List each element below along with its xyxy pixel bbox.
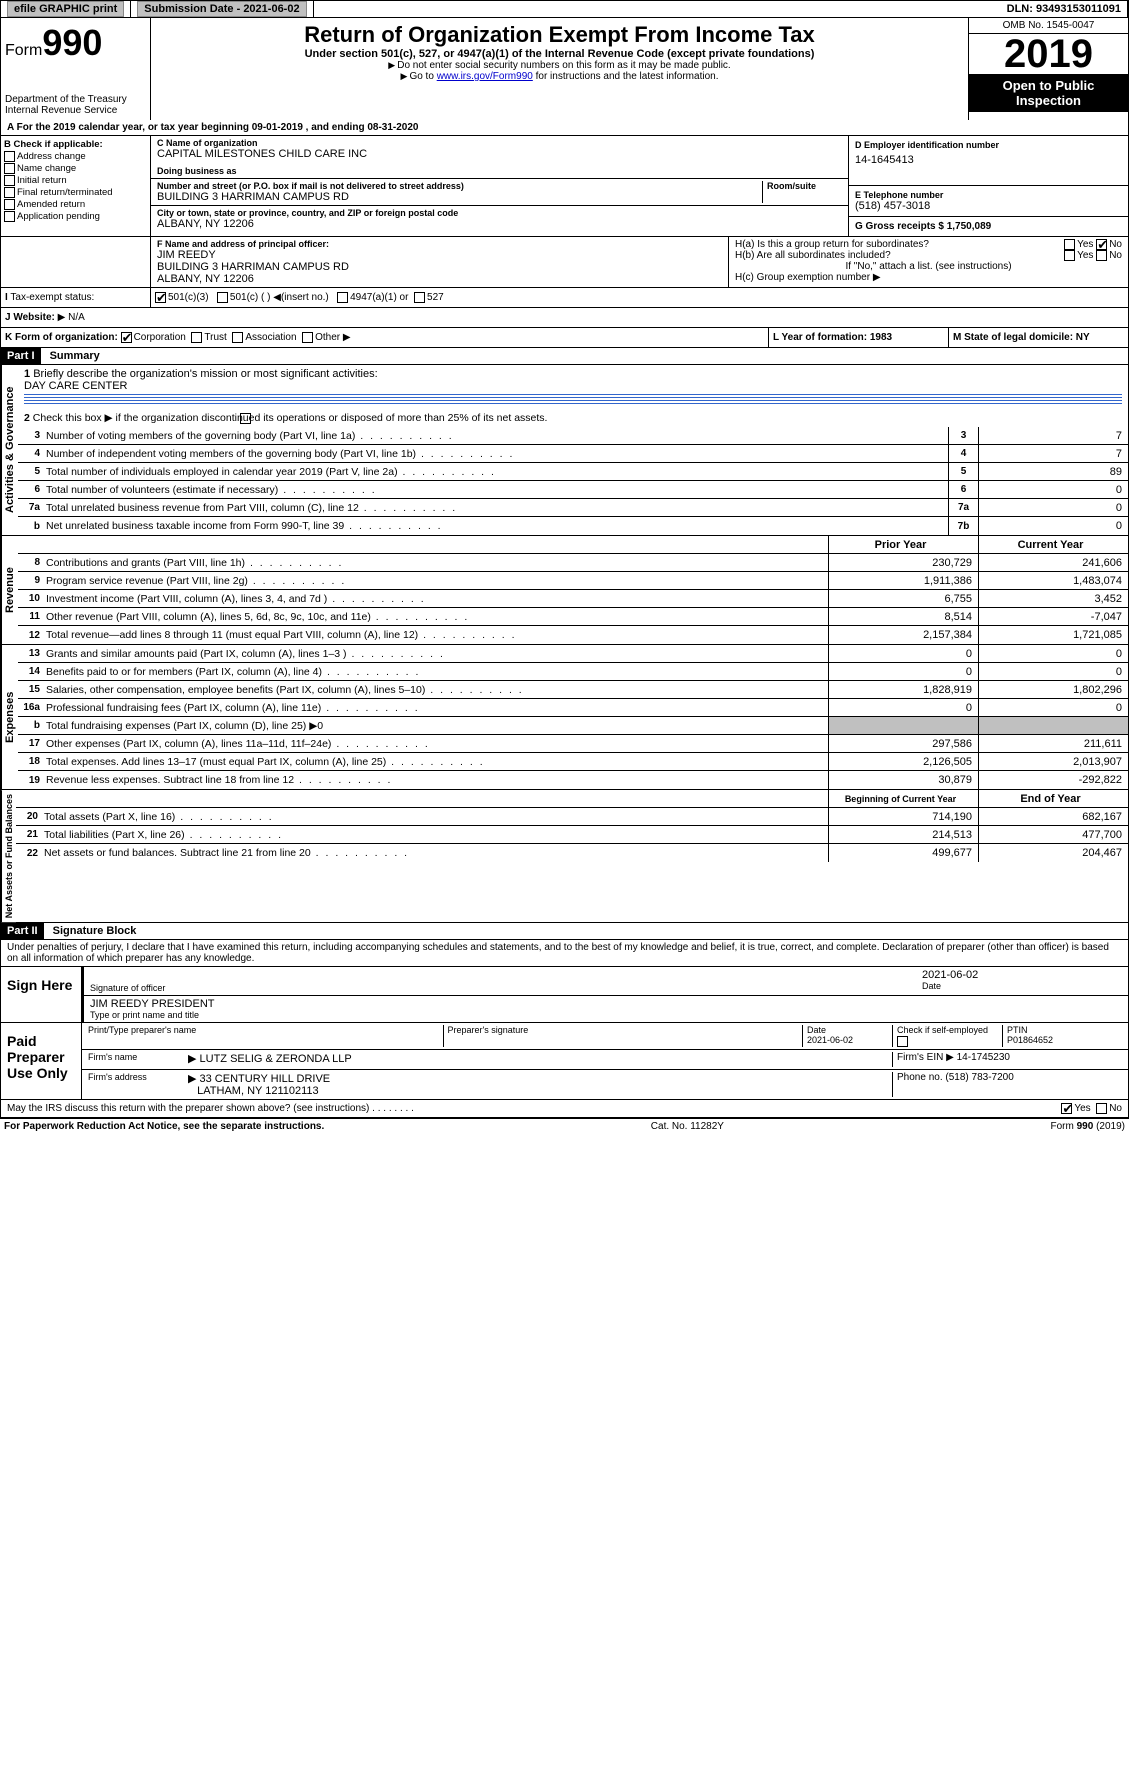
hc-label: H(c) Group exemption number	[735, 272, 870, 283]
officer-label: F Name and address of principal officer:	[157, 239, 722, 249]
cat-number: Cat. No. 11282Y	[651, 1121, 724, 1132]
ptin-value: P01864652	[1007, 1035, 1053, 1045]
submission-date: Submission Date - 2021-06-02	[131, 1, 313, 17]
firm-addr-label: Firm's address	[88, 1072, 188, 1097]
city-label: City or town, state or province, country…	[157, 208, 842, 218]
firm-phone: (518) 783-7200	[945, 1072, 1013, 1083]
officer-name-title: JIM REEDY PRESIDENT	[90, 998, 1122, 1010]
part2-header: Part II	[1, 923, 44, 939]
tax-period: A For the 2019 calendar year, or tax yea…	[1, 120, 1128, 136]
type-name-label: Type or print name and title	[90, 1010, 1122, 1020]
goto-prefix: Go to	[401, 71, 437, 82]
officer-addr2: ALBANY, NY 12206	[157, 273, 722, 285]
phone-value: (518) 457-3018	[855, 200, 1122, 212]
sig-officer-label: Signature of officer	[90, 983, 922, 993]
prep-date: 2021-06-02	[807, 1035, 853, 1045]
self-employed-check: Check if self-employed	[897, 1025, 988, 1035]
room-label: Room/suite	[767, 181, 842, 191]
form-header: Form990 Department of the Treasury Inter…	[0, 18, 1129, 120]
check-applicable: B Check if applicable: Address change Na…	[1, 136, 151, 236]
ein-label: D Employer identification number	[855, 140, 1122, 150]
hb-note: If "No," attach a list. (see instruction…	[735, 261, 1122, 272]
org-name-label: C Name of organization	[157, 138, 842, 148]
part2-title: Signature Block	[47, 923, 143, 939]
vlabel-expenses: Expenses	[1, 645, 18, 789]
gross-receipts: G Gross receipts $ 1,750,089	[849, 217, 1128, 236]
prep-name-label: Print/Type preparer's name	[88, 1025, 443, 1046]
tax-exempt-label: I Tax-exempt status:	[1, 288, 151, 307]
officer-addr1: BUILDING 3 HARRIMAN CAMPUS RD	[157, 261, 722, 273]
website-value: N/A	[68, 312, 85, 323]
part1-title: Summary	[44, 348, 106, 364]
form-title: Return of Organization Exempt From Incom…	[155, 22, 964, 48]
dba-label: Doing business as	[157, 166, 842, 176]
pra-notice: For Paperwork Reduction Act Notice, see …	[4, 1121, 324, 1132]
addr-label: Number and street (or P.O. box if mail i…	[157, 181, 762, 191]
col-begin-year: Beginning of Current Year	[828, 790, 978, 807]
irs-link[interactable]: www.irs.gov/Form990	[437, 71, 533, 82]
vlabel-revenue: Revenue	[1, 536, 18, 644]
firm-name-label: Firm's name	[88, 1052, 188, 1067]
firm-city: LATHAM, NY 121102113	[197, 1085, 318, 1097]
prep-sig-label: Preparer's signature	[443, 1025, 803, 1046]
ha-label: H(a) Is this a group return for subordin…	[735, 239, 929, 250]
tax-year: 2019	[969, 34, 1128, 74]
col-prior-year: Prior Year	[828, 536, 978, 553]
col-current-year: Current Year	[978, 536, 1128, 553]
form-subtitle: Under section 501(c), 527, or 4947(a)(1)…	[155, 48, 964, 60]
firm-name: LUTZ SELIG & ZERONDA LLP	[200, 1053, 352, 1065]
mission-label: Briefly describe the organization's miss…	[33, 368, 377, 380]
vlabel-netassets: Net Assets or Fund Balances	[1, 790, 16, 922]
perjury-declaration: Under penalties of perjury, I declare th…	[0, 940, 1129, 967]
hb-label: H(b) Are all subordinates included?	[735, 250, 891, 261]
city-state-zip: ALBANY, NY 12206	[157, 218, 842, 230]
form-org-label: K Form of organization:	[5, 332, 118, 343]
form-number: 990	[42, 22, 102, 63]
discuss-label: May the IRS discuss this return with the…	[7, 1103, 369, 1114]
officer-name: JIM REEDY	[157, 249, 722, 261]
street-address: BUILDING 3 HARRIMAN CAMPUS RD	[157, 191, 762, 203]
year-formation: L Year of formation: 1983	[768, 328, 948, 347]
col-end-year: End of Year	[978, 790, 1128, 807]
vlabel-governance: Activities & Governance	[1, 365, 18, 535]
sig-date: 2021-06-02	[922, 969, 1122, 981]
phone-label: E Telephone number	[855, 190, 1122, 200]
paid-preparer-label: Paid Preparer Use Only	[1, 1023, 81, 1098]
part1-header: Part I	[1, 348, 41, 364]
firm-ein: 14-1745230	[957, 1052, 1010, 1063]
firm-addr: 33 CENTURY HILL DRIVE	[200, 1073, 331, 1085]
top-bar: efile GRAPHIC print Submission Date - 20…	[0, 0, 1129, 18]
org-name: CAPITAL MILESTONES CHILD CARE INC	[157, 148, 842, 160]
form-prefix: Form	[5, 42, 42, 59]
open-inspection: Open to Public Inspection	[969, 74, 1128, 112]
efile-label: efile GRAPHIC print	[1, 1, 131, 17]
dln: DLN: 93493153011091	[1001, 1, 1128, 17]
line2-checkbox: Check this box ▶ if the organization dis…	[33, 412, 548, 424]
ssn-note: Do not enter social security numbers on …	[155, 60, 964, 71]
mission-value: DAY CARE CENTER	[24, 380, 128, 392]
irs-label: Internal Revenue Service	[5, 105, 146, 116]
sign-here-label: Sign Here	[1, 967, 81, 1022]
goto-suffix: for instructions and the latest informat…	[533, 71, 719, 82]
dept-treasury: Department of the Treasury	[5, 94, 146, 105]
state-domicile: M State of legal domicile: NY	[948, 328, 1128, 347]
website-label: Website:	[13, 312, 55, 323]
ein-value: 14-1645413	[855, 154, 1122, 166]
